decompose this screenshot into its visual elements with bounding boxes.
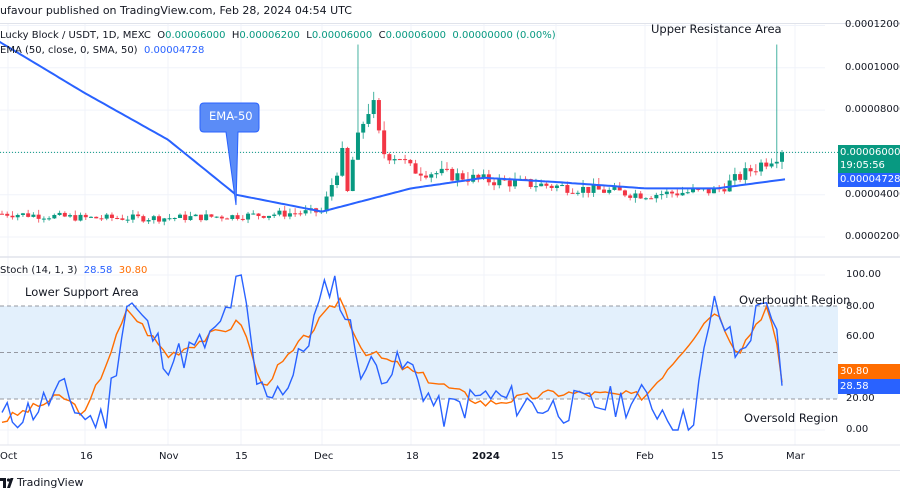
- price-tick: 0.00010000: [845, 62, 900, 73]
- price-tick: 0.00012000: [845, 19, 900, 30]
- time-label: 2024: [472, 451, 500, 462]
- time-label: Dec: [314, 451, 334, 462]
- last-price-tag: 0.00006000 19:05:56: [838, 145, 900, 173]
- time-label: Oct: [0, 451, 18, 462]
- bar-countdown: 19:05:56: [840, 160, 885, 171]
- chart-canvas[interactable]: [0, 0, 900, 470]
- footer-divider: [0, 470, 900, 471]
- tradingview-logo-icon: [0, 477, 14, 488]
- high-label: H: [231, 30, 240, 41]
- time-label: Feb: [636, 451, 654, 462]
- time-label: 15: [235, 451, 248, 462]
- stoch-label[interactable]: Stoch (14, 1, 3): [0, 265, 78, 276]
- lower-support-label: Lower Support Area: [25, 285, 139, 299]
- ema-price-tag: 0.00004728: [838, 173, 900, 187]
- stoch-legend: Stoch (14, 1, 3) 28.58 30.80: [0, 265, 147, 276]
- footer: TradingView: [0, 476, 83, 489]
- change-value: 0.00000000 (0.00%): [452, 30, 556, 41]
- oversold-label: Oversold Region: [744, 411, 839, 425]
- open-label: O: [157, 30, 166, 41]
- close-label: C: [378, 30, 386, 41]
- published-header: ufavour published on TradingView.com, Fe…: [0, 4, 352, 17]
- stoch-k-tag: 28.58: [838, 379, 900, 394]
- tradingview-brand[interactable]: TradingView: [17, 476, 84, 489]
- time-label: 16: [80, 451, 93, 462]
- ema-value: 0.00004728: [143, 45, 205, 56]
- price-tick: 0.00002000: [845, 231, 900, 242]
- time-label: Nov: [159, 451, 179, 462]
- low-value: 0.00006000: [311, 30, 373, 41]
- stoch-tick: 60.00: [846, 331, 875, 342]
- ema-label[interactable]: EMA (50, close, 0, SMA, 50): [0, 45, 138, 56]
- stoch-d-tag: 30.80: [838, 364, 900, 379]
- price-legend: Lucky Block / USDT, 1D, MEXC O0.00006000…: [0, 30, 556, 41]
- last-price-value: 0.00006000: [840, 147, 900, 158]
- time-label: 15: [711, 451, 724, 462]
- header-divider: [0, 23, 900, 24]
- high-value: 0.00006200: [239, 30, 300, 41]
- stoch-k-value: 28.58: [83, 265, 113, 276]
- overbought-label: Overbought Region: [739, 293, 851, 307]
- time-label: 15: [551, 451, 564, 462]
- price-tick: 0.00008000: [845, 104, 900, 115]
- stoch-tick: 100.00: [846, 269, 881, 280]
- ema-legend: EMA (50, close, 0, SMA, 50) 0.00004728: [0, 45, 204, 56]
- price-tick: 0.00004000: [845, 189, 900, 200]
- upper-resistance-label: Upper Resistance Area: [651, 22, 782, 36]
- time-label: 18: [406, 451, 419, 462]
- stoch-tick: 20.00: [846, 393, 875, 404]
- open-value: 0.00006000: [165, 30, 226, 41]
- stoch-d-value: 30.80: [118, 265, 148, 276]
- stoch-tick: 0.00: [846, 424, 869, 435]
- symbol-label[interactable]: Lucky Block / USDT, 1D, MEXC: [0, 30, 151, 41]
- time-label: Mar: [786, 451, 805, 462]
- ema-callout-label: EMA-50: [209, 109, 253, 123]
- stoch-tick: 80.00: [846, 301, 875, 312]
- close-value: 0.00006000: [385, 30, 447, 41]
- low-label: L: [306, 30, 312, 41]
